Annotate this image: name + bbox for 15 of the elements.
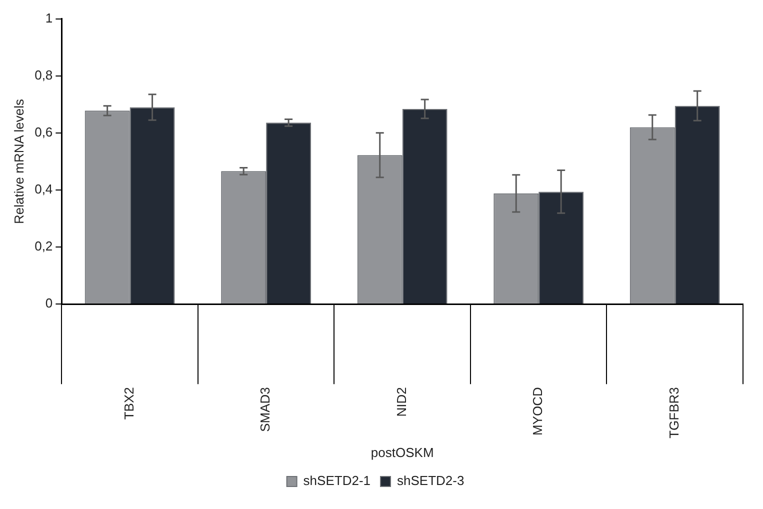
y-tick-label: 0 bbox=[45, 296, 53, 311]
y-tick-label: 0,2 bbox=[34, 238, 53, 254]
x-tick-label: NID2 bbox=[394, 387, 409, 417]
y-tick-label: 1 bbox=[45, 10, 53, 26]
x-axis-title: postOSKM bbox=[370, 444, 434, 460]
x-tick-label: TGFBR3 bbox=[666, 387, 682, 438]
legend-label: shSETD2-1 bbox=[303, 473, 371, 488]
x-tick-label: SMAD3 bbox=[258, 387, 273, 432]
y-axis-title: Relative mRNA levels bbox=[11, 98, 26, 224]
y-tick-label: 0,8 bbox=[34, 67, 53, 82]
y-tick-label: 0,6 bbox=[34, 124, 53, 140]
y-tick-label: 0,4 bbox=[34, 182, 53, 197]
x-tick-label: TBX2 bbox=[121, 387, 136, 420]
legend-label: shSETD2-3 bbox=[397, 473, 464, 488]
x-tick-label: MYOCD bbox=[530, 387, 546, 436]
